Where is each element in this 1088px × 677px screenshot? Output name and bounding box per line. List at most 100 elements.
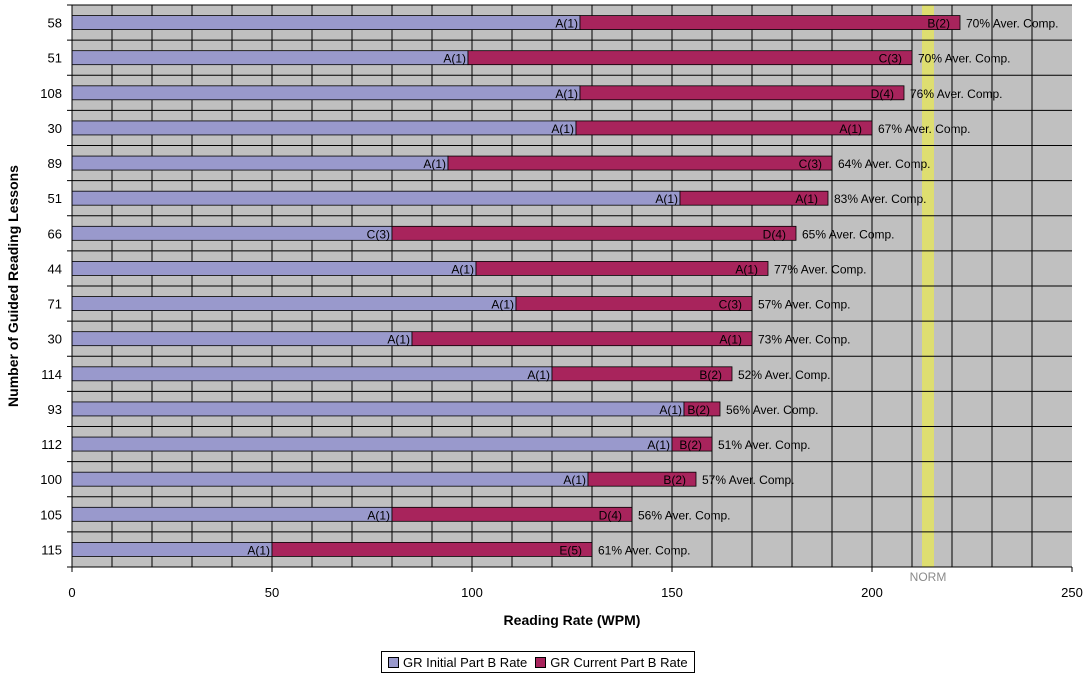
y-tick-label: 114	[41, 367, 62, 382]
bar-label-initial: A(1)	[555, 17, 578, 31]
bar-label-current: A(1)	[719, 333, 742, 347]
comprehension-label: 56% Aver. Comp.	[726, 403, 819, 417]
bar-initial	[71, 120, 577, 136]
bar-label-current: E(5)	[559, 543, 582, 557]
y-tick-label: 30	[48, 332, 62, 347]
legend: GR Initial Part B Rate GR Current Part B…	[381, 651, 695, 673]
y-tick-label: 66	[48, 226, 62, 241]
y-tick-label: 51	[48, 51, 62, 66]
bar-initial	[71, 366, 553, 382]
bar-label-initial: A(1)	[451, 262, 474, 276]
bar-label-initial: A(1)	[563, 473, 586, 487]
bar-initial	[71, 296, 517, 311]
y-tick-label: 58	[48, 16, 62, 31]
bar-current	[575, 120, 873, 136]
bar-current	[683, 401, 721, 417]
y-tick-label: 115	[41, 542, 62, 557]
bar-label-initial: A(1)	[387, 333, 410, 347]
labels-group: A(1) B(2) 70% Aver. Comp. 58 A(1) C(3) 70% Ave…	[40, 16, 1058, 558]
bar-current	[515, 296, 753, 311]
bar-label-initial: A(1)	[367, 508, 390, 522]
bar-label-initial: C(3)	[367, 227, 390, 241]
bar-label-current: B(2)	[927, 17, 950, 31]
bar-current	[671, 436, 713, 452]
bar-initial	[71, 50, 469, 66]
bar-label-initial: A(1)	[491, 298, 514, 312]
comprehension-label: 51% Aver. Comp.	[718, 438, 811, 452]
comprehension-label: 76% Aver. Comp.	[910, 87, 1003, 101]
y-tick-label: 100	[40, 472, 62, 487]
y-axis-title: Number of Guided Reading Lessons	[5, 165, 21, 407]
bar-label-current: B(2)	[699, 368, 722, 382]
bar-label-current: B(2)	[679, 438, 702, 452]
bar-label-current: C(3)	[799, 157, 822, 171]
bar-initial	[71, 471, 589, 487]
bar-label-initial: A(1)	[443, 52, 466, 66]
bar-current	[411, 331, 753, 347]
bar-initial	[71, 225, 393, 241]
y-tick-label: 71	[48, 297, 62, 312]
y-tick-label: 30	[48, 121, 62, 136]
comprehension-label: 83% Aver. Comp.	[834, 192, 927, 206]
comprehension-label: 57% Aver. Comp.	[702, 473, 795, 487]
bar-initial	[71, 401, 685, 417]
bar-current	[587, 471, 697, 487]
comprehension-label: 77% Aver. Comp.	[774, 262, 867, 276]
bar-initial	[71, 15, 581, 30]
bar-label-initial: A(1)	[247, 543, 270, 557]
x-tick-label: 150	[661, 585, 683, 600]
x-tick-label: 250	[1061, 585, 1083, 600]
bar-current	[391, 225, 797, 241]
comprehension-label: 67% Aver. Comp.	[878, 122, 971, 136]
bar-initial	[71, 190, 681, 206]
bar-label-current: D(4)	[599, 508, 622, 522]
bar-chart: A(1) B(2) 70% Aver. Comp. 58 A(1) C(3) 70% Ave…	[5, 4, 1083, 628]
bar-current	[447, 155, 833, 171]
bar-label-current: A(1)	[735, 262, 758, 276]
bar-current	[391, 506, 633, 522]
x-tick-label: 0	[68, 585, 75, 600]
bar-label-initial: A(1)	[647, 438, 670, 452]
comprehension-label: 73% Aver. Comp.	[758, 333, 851, 347]
bar-current	[467, 50, 913, 66]
comprehension-label: 65% Aver. Comp.	[802, 227, 895, 241]
bar-current	[475, 261, 769, 276]
legend-label-current: GR Current Part B Rate	[550, 654, 688, 670]
y-tick-label: 51	[48, 191, 62, 206]
comprehension-label: 61% Aver. Comp.	[598, 543, 691, 557]
legend-label-initial: GR Initial Part B Rate	[403, 654, 528, 670]
bar-initial	[71, 261, 477, 276]
comprehension-label: 56% Aver. Comp.	[638, 508, 731, 522]
bar-label-current: D(4)	[871, 87, 894, 101]
bar-initial	[71, 85, 581, 101]
bar-label-current: A(1)	[795, 192, 818, 206]
comprehension-label: 64% Aver. Comp.	[838, 157, 931, 171]
axes-group: 0 50 100 150 200 250 NORM	[67, 4, 1083, 600]
x-tick-label: 200	[861, 585, 883, 600]
norm-label: NORM	[910, 570, 947, 584]
y-tick-label: 93	[48, 402, 62, 417]
x-axis-title: Reading Rate (WPM)	[504, 612, 641, 628]
comprehension-label: 70% Aver. Comp.	[966, 17, 1059, 31]
comprehension-label: 52% Aver. Comp.	[738, 368, 831, 382]
legend-item-current: GR Current Part B Rate	[535, 654, 688, 670]
y-tick-label: 112	[41, 437, 62, 452]
bar-current	[679, 190, 829, 206]
comprehension-label: 70% Aver. Comp.	[918, 52, 1011, 66]
legend-swatch-initial	[388, 656, 399, 668]
bar-label-initial: A(1)	[659, 403, 682, 417]
y-tick-label: 105	[40, 507, 62, 522]
x-tick-label: 50	[265, 585, 279, 600]
bar-label-initial: A(1)	[527, 368, 550, 382]
y-tick-label: 89	[48, 156, 62, 171]
bar-label-current: D(4)	[763, 227, 786, 241]
bar-initial	[71, 506, 393, 522]
bar-initial	[71, 331, 413, 347]
bar-initial	[71, 155, 449, 171]
bar-initial	[71, 542, 273, 557]
bar-label-initial: A(1)	[655, 192, 678, 206]
legend-item-initial: GR Initial Part B Rate	[388, 655, 527, 670]
bar-label-current: B(2)	[687, 403, 710, 417]
x-tick-label: 100	[461, 585, 483, 600]
bar-label-current: C(3)	[879, 52, 902, 66]
